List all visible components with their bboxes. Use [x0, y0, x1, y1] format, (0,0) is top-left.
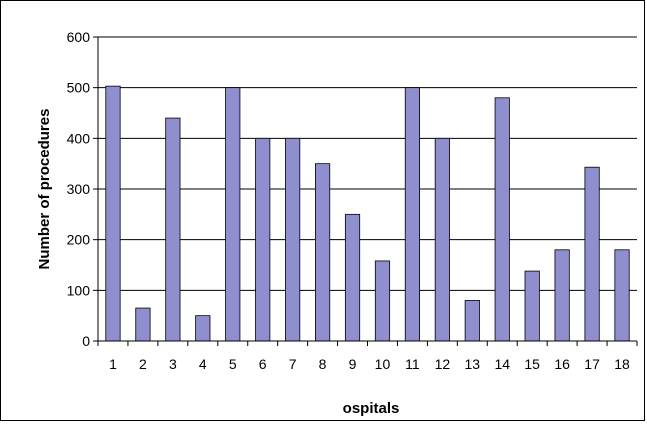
bar-7 [285, 137, 301, 342]
x-tick-label: 14 [494, 356, 510, 372]
x-tick-label: 12 [435, 356, 451, 372]
x-tick-label: 15 [524, 356, 540, 372]
bar-11 [404, 87, 421, 342]
bar-2 [135, 307, 151, 342]
bar-5 [225, 87, 241, 342]
y-tick-label: 100 [67, 282, 91, 298]
bar-12 [434, 137, 450, 342]
x-tick-label: 18 [614, 356, 630, 372]
bar-8 [314, 163, 331, 342]
bar-10 [374, 260, 391, 342]
x-tick-label: 3 [169, 356, 177, 372]
bar-15 [524, 270, 540, 342]
bar-16 [554, 249, 570, 342]
gridlines [98, 36, 637, 291]
y-tick-label: 0 [82, 333, 90, 349]
bar-18 [614, 249, 630, 342]
x-tick-label: 9 [349, 356, 357, 372]
axes [93, 36, 638, 346]
y-axis-title: Number of procedures [36, 109, 53, 270]
x-tick-label: 17 [584, 356, 600, 372]
bar-13 [464, 300, 480, 342]
bar-6 [255, 137, 271, 342]
bar-9 [344, 213, 361, 342]
y-tick-labels: 0 100 200 300 400 500 600 [67, 29, 91, 349]
x-tick-labels: 1 2 3 4 5 6 7 8 9 10 11 12 13 14 15 16 17 18 [109, 356, 630, 372]
bar-17 [584, 166, 600, 342]
x-tick-label: 8 [319, 356, 327, 372]
y-tick-label: 500 [67, 80, 91, 96]
x-tick-label: 7 [289, 356, 297, 372]
bar-1 [105, 85, 121, 342]
bar-14 [494, 97, 510, 342]
y-tick-label: 400 [67, 130, 91, 146]
y-tick-label: 600 [67, 29, 91, 45]
x-tick-label: 4 [199, 356, 207, 372]
bar-4 [195, 315, 211, 342]
y-tick-label: 200 [67, 232, 91, 248]
x-tick-label: 2 [139, 356, 147, 372]
bars [105, 85, 630, 342]
x-tick-label: 5 [229, 356, 237, 372]
x-tick-label: 1 [109, 356, 117, 372]
y-tick-label: 300 [67, 181, 91, 197]
x-tick-label: 11 [405, 356, 420, 372]
x-tick-label: 6 [259, 356, 267, 372]
bar-3 [165, 117, 181, 342]
x-tick-label: 16 [554, 356, 570, 372]
x-tick-label: 13 [465, 356, 481, 372]
x-tick-label: 10 [375, 356, 391, 372]
x-axis-title: ospitals [343, 400, 400, 417]
